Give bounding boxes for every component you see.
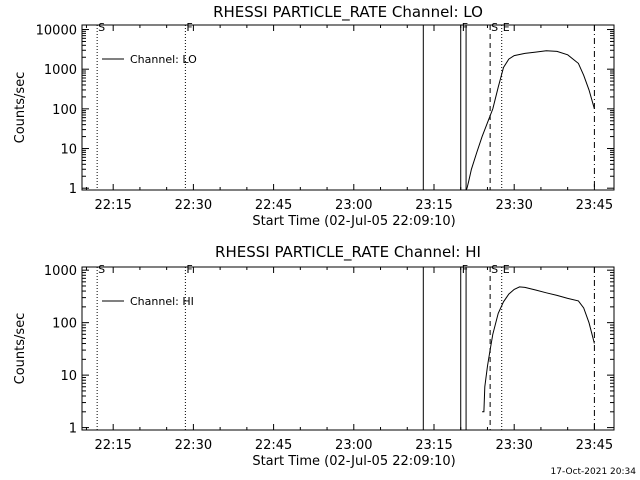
x-tick-label: 23:15 (415, 438, 452, 453)
x-tick-label: 23:00 (335, 438, 372, 453)
x-tick-label: 23:30 (495, 438, 532, 453)
y-tick-label: 1 (69, 422, 77, 437)
series-line (465, 50, 595, 191)
y-tick-label: 1000 (44, 264, 77, 279)
y-tick-label: 100 (52, 103, 77, 118)
x-axis-label: Start Time (02-Jul-05 22:09:10) (252, 214, 455, 229)
x-tick-label: 23:45 (576, 198, 613, 213)
event-marker-label: S (491, 263, 498, 276)
event-marker-label: E (503, 263, 510, 276)
event-marker-label: S (491, 21, 498, 34)
x-tick-label: 23:00 (335, 198, 372, 213)
event-marker-label: F (462, 263, 468, 276)
x-tick-label: 22:30 (175, 198, 212, 213)
series-line (482, 286, 595, 413)
y-axis-label: Counts/sec (13, 72, 28, 144)
footer-timestamp: 17-Oct-2021 20:34 (551, 467, 637, 477)
x-tick-label: 23:15 (415, 198, 452, 213)
x-tick-label: 23:45 (576, 438, 613, 453)
y-tick-label: 10 (60, 143, 77, 158)
chart-panel-2: RHESSI PARTICLE_RATE Channel: HI 22:15 22:… (13, 243, 615, 469)
x-tick-label: 23:30 (495, 198, 532, 213)
x-tick-label: 22:15 (94, 198, 131, 213)
y-tick-label: 100 (52, 317, 77, 332)
x-tick-label: 22:15 (94, 438, 131, 453)
y-tick-label: 1 (69, 182, 77, 197)
chart-title: RHESSI PARTICLE_RATE Channel: HI (215, 243, 481, 262)
y-axis-label: Counts/sec (13, 313, 28, 385)
y-tick-label: 1000 (44, 63, 77, 78)
event-marker-label: S (98, 21, 105, 34)
x-tick-label: 22:45 (255, 438, 292, 453)
y-tick-label: 10 (60, 369, 77, 384)
chart-panel-1: RHESSI PARTICLE_RATE Channel: LO 22:15 22:… (13, 3, 615, 229)
plot-frame (81, 24, 615, 191)
event-marker-label: E (503, 21, 510, 34)
chart-panels: RHESSI PARTICLE_RATE Channel: LO 22:15 22:… (13, 3, 615, 469)
plot-frame (81, 266, 615, 431)
chart-title: RHESSI PARTICLE_RATE Channel: LO (213, 3, 483, 22)
x-tick-label: 22:30 (175, 438, 212, 453)
y-tick-label: 10000 (36, 24, 77, 39)
event-marker-label: S (98, 263, 105, 276)
legend-label: Channel: HI (130, 295, 194, 308)
x-tick-label: 22:45 (255, 198, 292, 213)
event-marker-label: F (186, 263, 192, 276)
legend-label: Channel: LO (130, 53, 197, 66)
event-marker-label: F (186, 21, 192, 34)
x-axis-label: Start Time (02-Jul-05 22:09:10) (252, 454, 455, 469)
event-marker-label: F (462, 21, 468, 34)
